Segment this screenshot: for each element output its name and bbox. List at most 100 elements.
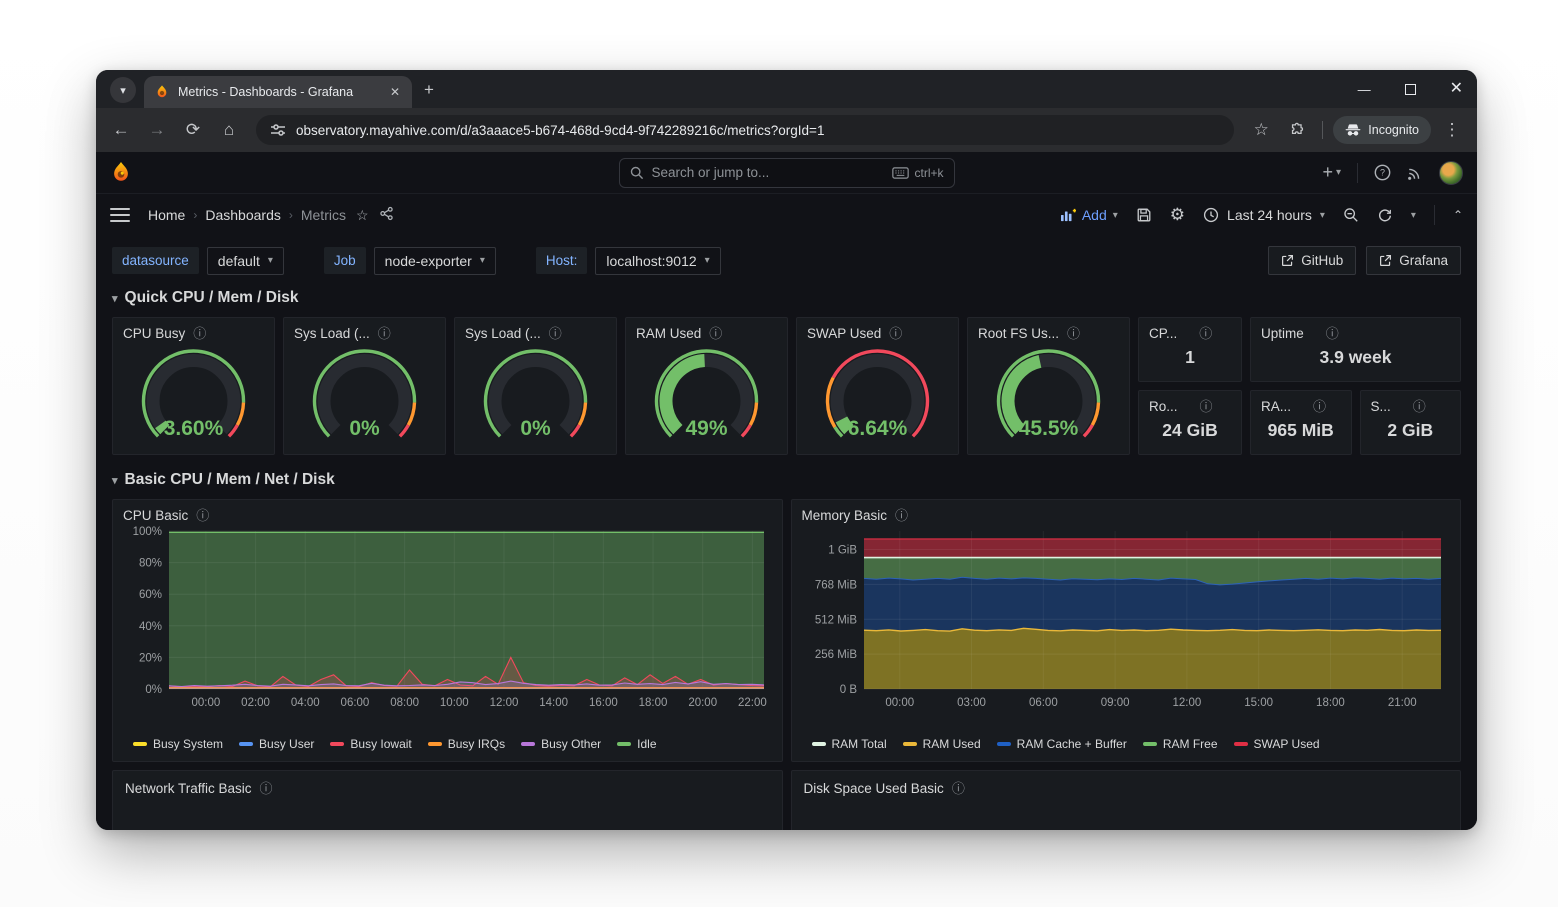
- legend-item[interactable]: Busy Iowait: [330, 737, 411, 751]
- legend-item[interactable]: Busy IRQs: [428, 737, 505, 751]
- legend-item[interactable]: RAM Total: [812, 737, 887, 751]
- panel-header[interactable]: CP...ⓘ: [1149, 326, 1231, 341]
- info-icon[interactable]: ⓘ: [260, 782, 273, 795]
- site-settings-icon[interactable]: [270, 122, 286, 138]
- grafana-logo[interactable]: [110, 161, 132, 185]
- legend-item[interactable]: RAM Cache + Buffer: [997, 737, 1127, 751]
- search-input[interactable]: Search or jump to... ctrl+k: [619, 158, 955, 188]
- share-icon[interactable]: [379, 206, 394, 224]
- bookmark-star-icon[interactable]: ☆: [1246, 115, 1276, 145]
- info-icon[interactable]: ⓘ: [378, 327, 391, 340]
- dashboard-settings-gear-icon[interactable]: ⚙: [1170, 205, 1185, 225]
- info-icon[interactable]: ⓘ: [196, 509, 209, 522]
- section-basic-cpu-mem-net-disk[interactable]: ▾Basic CPU / Mem / Net / Disk: [112, 471, 1461, 489]
- panel-header[interactable]: Ro...ⓘ: [1149, 399, 1231, 414]
- save-dashboard-icon[interactable]: [1136, 207, 1152, 223]
- panel-header[interactable]: RAM Usedⓘ: [636, 326, 777, 341]
- home-button[interactable]: ⌂: [214, 115, 244, 145]
- info-icon[interactable]: ⓘ: [952, 782, 965, 795]
- x-axis-label: 03:00: [957, 697, 986, 709]
- tab-search-chevron-button[interactable]: ▾: [110, 77, 136, 103]
- host-filter-label[interactable]: Host:: [536, 247, 588, 274]
- legend-label: Idle: [637, 737, 656, 751]
- back-button[interactable]: ←: [106, 115, 136, 145]
- legend-item[interactable]: Busy Other: [521, 737, 601, 751]
- panel-header[interactable]: CPU Busyⓘ: [123, 326, 264, 341]
- datasource-filter-value[interactable]: default▾: [207, 247, 284, 275]
- help-icon[interactable]: ?: [1374, 164, 1391, 181]
- panel-header[interactable]: S...ⓘ: [1371, 399, 1451, 414]
- extensions-icon[interactable]: [1282, 115, 1312, 145]
- browser-menu-kebab-icon[interactable]: ⋮: [1437, 115, 1467, 145]
- stat-panel-1: Uptimeⓘ3.9 week: [1250, 317, 1461, 382]
- address-bar[interactable]: observatory.mayahive.com/d/a3aaace5-b674…: [256, 115, 1234, 145]
- info-icon[interactable]: ⓘ: [549, 327, 562, 340]
- panel-header[interactable]: Sys Load (...ⓘ: [465, 326, 606, 341]
- info-icon[interactable]: ⓘ: [709, 327, 722, 340]
- legend-swatch: [1143, 742, 1157, 746]
- legend-item[interactable]: Busy System: [133, 737, 223, 751]
- favorite-star-icon[interactable]: ☆: [356, 207, 369, 224]
- breadcrumb-dashboards[interactable]: Dashboards: [205, 207, 281, 223]
- browser-toolbar: ← → ⟳ ⌂ observatory.mayahive.com/d/a3aaa…: [96, 108, 1477, 152]
- desktop-background: ▾ Metrics - Dashboards - Grafana ✕ + — ✕…: [0, 0, 1558, 907]
- refresh-interval-chevron[interactable]: ▾: [1411, 210, 1416, 221]
- news-rss-icon[interactable]: [1407, 165, 1423, 181]
- search-placeholder: Search or jump to...: [652, 165, 885, 180]
- legend-item[interactable]: Idle: [617, 737, 656, 751]
- maximize-button[interactable]: [1405, 84, 1416, 95]
- breadcrumb-home[interactable]: Home: [148, 207, 185, 223]
- add-panel-button[interactable]: Add ▾: [1060, 207, 1118, 223]
- info-icon[interactable]: ⓘ: [1067, 327, 1080, 340]
- minimize-button[interactable]: —: [1358, 83, 1371, 96]
- gauge: 0%: [465, 343, 606, 447]
- url-text: observatory.mayahive.com/d/a3aaace5-b674…: [296, 123, 1220, 138]
- job-filter-value[interactable]: node-exporter▾: [374, 247, 496, 275]
- info-icon[interactable]: ⓘ: [193, 327, 206, 340]
- panel-header[interactable]: CPU Basic ⓘ: [123, 508, 772, 523]
- panel-header[interactable]: Memory Basic ⓘ: [802, 508, 1451, 523]
- time-range-picker[interactable]: Last 24 hours ▾: [1203, 207, 1325, 223]
- tab-close-icon[interactable]: ✕: [388, 85, 402, 99]
- cpu-basic-chart[interactable]: 100%80%60%40%20%0%00:0002:0004:0006:0008…: [123, 523, 772, 737]
- mega-menu-icon[interactable]: [110, 208, 130, 222]
- legend-item[interactable]: RAM Used: [903, 737, 981, 751]
- collapse-toolbar-caret-icon[interactable]: ⌃: [1453, 208, 1463, 222]
- dashboard-actions: Add ▾ ⚙ Last 24 hours ▾: [1060, 205, 1463, 225]
- forward-button[interactable]: →: [142, 115, 172, 145]
- legend-item[interactable]: SWAP Used: [1234, 737, 1320, 751]
- info-icon[interactable]: ⓘ: [889, 327, 902, 340]
- host-filter-value[interactable]: localhost:9012▾: [595, 247, 720, 275]
- section-quick-cpu-mem-disk[interactable]: ▾Quick CPU / Mem / Disk: [112, 289, 1461, 307]
- info-icon[interactable]: ⓘ: [1326, 327, 1339, 340]
- panel-header[interactable]: Root FS Us...ⓘ: [978, 326, 1119, 341]
- refresh-icon[interactable]: [1377, 207, 1393, 223]
- grafana-link-button[interactable]: Grafana: [1366, 246, 1461, 275]
- reload-button[interactable]: ⟳: [178, 115, 208, 145]
- github-link-button[interactable]: GitHub: [1268, 246, 1356, 275]
- datasource-filter-label[interactable]: datasource: [112, 247, 199, 274]
- memory-basic-chart[interactable]: 1 GiB768 MiB512 MiB256 MiB0 B00:0003:000…: [802, 523, 1451, 737]
- user-avatar[interactable]: [1439, 161, 1463, 185]
- info-icon[interactable]: ⓘ: [1199, 327, 1212, 340]
- panel-header[interactable]: Uptimeⓘ: [1261, 326, 1450, 341]
- job-filter-label[interactable]: Job: [324, 247, 366, 274]
- new-tab-button[interactable]: +: [424, 80, 434, 100]
- gauge: 3.60%: [123, 343, 264, 447]
- panel-header[interactable]: Sys Load (...ⓘ: [294, 326, 435, 341]
- legend-item[interactable]: Busy User: [239, 737, 314, 751]
- info-icon[interactable]: ⓘ: [1200, 400, 1213, 413]
- panel-header[interactable]: Disk Space Used Basic ⓘ: [804, 781, 1449, 796]
- browser-tab[interactable]: Metrics - Dashboards - Grafana ✕: [144, 76, 412, 108]
- panel-header[interactable]: SWAP Usedⓘ: [807, 326, 948, 341]
- close-button[interactable]: ✕: [1450, 81, 1463, 97]
- panel-header[interactable]: Network Traffic Basic ⓘ: [125, 781, 770, 796]
- info-icon[interactable]: ⓘ: [895, 509, 908, 522]
- panel-header[interactable]: RA...ⓘ: [1261, 399, 1341, 414]
- cpu-basic-panel: CPU Basic ⓘ 100%80%60%40%20%0%00:0002:00…: [112, 499, 783, 762]
- info-icon[interactable]: ⓘ: [1413, 400, 1426, 413]
- zoom-out-icon[interactable]: [1343, 207, 1359, 223]
- info-icon[interactable]: ⓘ: [1313, 400, 1326, 413]
- legend-item[interactable]: RAM Free: [1143, 737, 1218, 751]
- new-menu-button[interactable]: + ▾: [1322, 162, 1341, 183]
